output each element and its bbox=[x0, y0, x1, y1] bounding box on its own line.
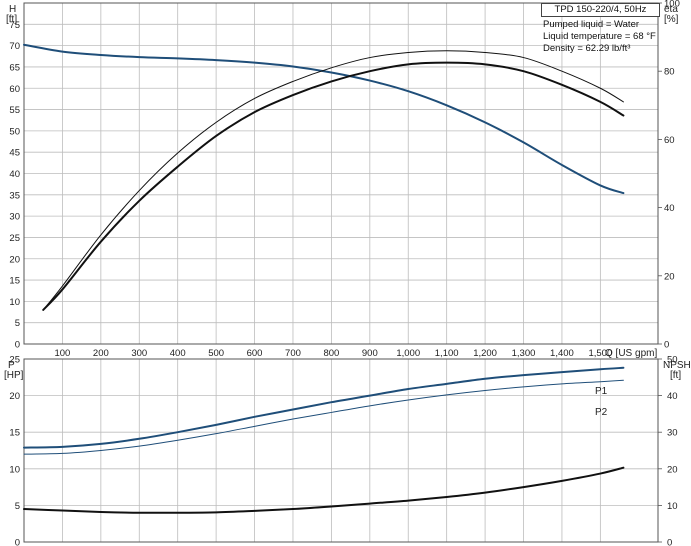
x-axis-label: Q [US gpm] bbox=[605, 348, 657, 359]
x-tick-label: 600 bbox=[247, 348, 263, 359]
head-tick-label: 60 bbox=[9, 84, 20, 95]
x-tick-label: 1,400 bbox=[550, 348, 574, 359]
power-tick-label: 25 bbox=[9, 355, 20, 366]
power-tick-label: 5 bbox=[15, 501, 20, 512]
eta-tick-label: 0 bbox=[664, 340, 669, 351]
eta-tick-label: 20 bbox=[664, 271, 675, 282]
head-tick-label: 50 bbox=[9, 126, 20, 137]
power-tick-label: 10 bbox=[9, 464, 20, 475]
y-axis-label-eta-unit: [%] bbox=[664, 14, 679, 25]
head-tick-label: 65 bbox=[9, 62, 20, 73]
power-p1-curve bbox=[23, 366, 625, 449]
y-axis-label-power-unit: [HP] bbox=[4, 370, 24, 381]
head-curve bbox=[23, 43, 625, 195]
x-tick-label: 1,100 bbox=[435, 348, 459, 359]
chart-curves bbox=[23, 43, 625, 514]
y-axis-label-power: P bbox=[8, 360, 15, 371]
y-axis-label-eta: eta bbox=[664, 4, 678, 15]
y-axis-label-npsh-unit: [ft] bbox=[670, 370, 681, 381]
head-tick-label: 75 bbox=[9, 20, 20, 31]
liquid-temperature-label: Liquid temperature = 68 °F bbox=[543, 31, 656, 42]
series-label-p2: P2 bbox=[595, 407, 608, 418]
x-tick-label: 900 bbox=[362, 348, 378, 359]
series-label-p1: P1 bbox=[595, 386, 608, 397]
axis-tick-labels: 100 200 300 400 500 600 700 800 900 1,000 1,100 1,2… bbox=[9, 0, 679, 546]
x-tick-label: 800 bbox=[323, 348, 339, 359]
efficiency-curve-secondary bbox=[42, 50, 624, 311]
head-tick-label: 25 bbox=[9, 233, 20, 244]
npsh-tick-label: 20 bbox=[667, 464, 678, 475]
eta-tick-label: 40 bbox=[664, 203, 675, 214]
pump-model-label: TPD 150-220/4, 50Hz bbox=[541, 3, 660, 17]
npsh-tick-label: 30 bbox=[667, 428, 678, 439]
x-tick-label: 500 bbox=[208, 348, 224, 359]
top-plot-frame bbox=[23, 2, 659, 345]
power-tick-label: 20 bbox=[9, 391, 20, 402]
head-tick-label: 15 bbox=[9, 276, 20, 287]
head-tick-label: 40 bbox=[9, 169, 20, 180]
head-tick-label: 70 bbox=[9, 41, 20, 52]
head-tick-label: 30 bbox=[9, 212, 20, 223]
pumped-liquid-label: Pumped liquid = Water bbox=[543, 19, 640, 30]
x-tick-label: 100 bbox=[54, 348, 70, 359]
eta-tick-label: 60 bbox=[664, 135, 675, 146]
y-axis-label-npsh: NPSH bbox=[663, 360, 691, 371]
density-label: Density = 62.29 lb/ft³ bbox=[543, 43, 631, 54]
y-axis-label-head-unit: [ft] bbox=[6, 14, 17, 25]
x-tick-label: 200 bbox=[93, 348, 109, 359]
bottom-plot-frame bbox=[23, 358, 659, 543]
npsh-tick-label: 10 bbox=[667, 501, 678, 512]
top-panel-grid bbox=[24, 3, 658, 345]
npsh-tick-label: 40 bbox=[667, 391, 678, 402]
head-tick-label: 10 bbox=[9, 297, 20, 308]
head-tick-label: 55 bbox=[9, 105, 20, 116]
efficiency-curve bbox=[42, 61, 625, 311]
head-tick-label: 5 bbox=[15, 318, 20, 329]
x-tick-label: 400 bbox=[170, 348, 186, 359]
eta-tick-label: 100 bbox=[664, 0, 680, 10]
head-tick-label: 35 bbox=[9, 190, 20, 201]
power-tick-label: 15 bbox=[9, 428, 20, 439]
bottom-panel-grid bbox=[24, 358, 658, 543]
npsh-tick-label: 0 bbox=[667, 538, 672, 546]
head-tick-label: 45 bbox=[9, 148, 20, 159]
power-p2-curve bbox=[23, 379, 624, 455]
head-tick-label: 0 bbox=[15, 340, 20, 351]
eta-tick-label: 80 bbox=[664, 67, 675, 78]
npsh-curve bbox=[23, 466, 625, 514]
x-tick-label: 1,000 bbox=[396, 348, 420, 359]
npsh-tick-label: 50 bbox=[667, 355, 678, 366]
x-tick-label: 1,300 bbox=[512, 348, 536, 359]
y-axis-label-head: H bbox=[9, 4, 16, 15]
x-tick-label: 700 bbox=[285, 348, 301, 359]
x-tick-label: 300 bbox=[131, 348, 147, 359]
x-tick-label: 1,200 bbox=[473, 348, 497, 359]
x-tick-label: 1,500 bbox=[588, 348, 612, 359]
power-tick-label: 0 bbox=[15, 538, 20, 546]
head-tick-label: 20 bbox=[9, 254, 20, 265]
